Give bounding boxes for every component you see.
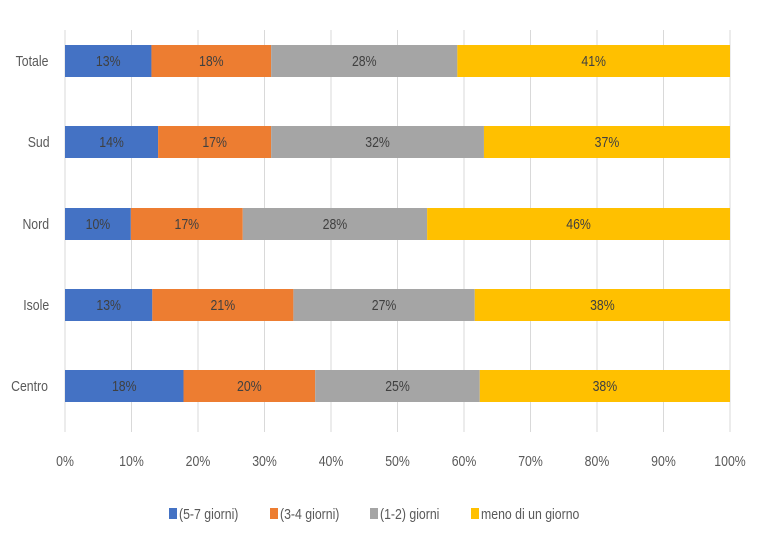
bar-segment xyxy=(483,126,730,158)
bar-segment xyxy=(293,289,475,321)
data-label: 28% xyxy=(352,53,377,69)
bar-segment xyxy=(65,208,131,240)
bar-segment xyxy=(271,45,458,77)
data-label: 38% xyxy=(590,297,615,313)
bar-segment xyxy=(152,289,294,321)
data-label: 37% xyxy=(595,134,620,150)
x-tick-label: 40% xyxy=(319,453,344,469)
data-label: 18% xyxy=(112,378,137,394)
x-tick-label: 90% xyxy=(651,453,676,469)
data-label: 13% xyxy=(96,53,121,69)
data-label: 13% xyxy=(96,297,121,313)
data-label: 25% xyxy=(385,378,410,394)
category-label: Isole xyxy=(23,297,49,313)
bar-segment xyxy=(151,45,272,77)
legend-label: meno di un giorno xyxy=(481,506,580,522)
data-label: 46% xyxy=(566,216,591,232)
bar-segment xyxy=(65,370,184,402)
x-tick-label: 50% xyxy=(385,453,410,469)
bar-segment xyxy=(242,208,428,240)
x-tick-label: 70% xyxy=(518,453,543,469)
x-tick-label: 100% xyxy=(714,453,745,469)
legend-swatch xyxy=(169,508,177,519)
data-label: 38% xyxy=(593,378,618,394)
data-label: 20% xyxy=(237,378,262,394)
data-label: 41% xyxy=(581,53,606,69)
bar-segment xyxy=(130,208,243,240)
data-label: 14% xyxy=(99,134,124,150)
bar-segment xyxy=(65,45,152,77)
data-label: 27% xyxy=(372,297,397,313)
data-label: 17% xyxy=(202,134,227,150)
legend-swatch xyxy=(270,508,278,519)
bar-segment xyxy=(315,370,480,402)
data-label: 28% xyxy=(323,216,348,232)
bar-segment xyxy=(158,126,272,158)
bar-segment xyxy=(457,45,730,77)
legend-label: (1-2) giorni xyxy=(380,506,439,522)
data-label: 21% xyxy=(211,297,236,313)
x-tick-label: 80% xyxy=(585,453,610,469)
category-label: Centro xyxy=(11,378,48,394)
x-tick-label: 30% xyxy=(252,453,277,469)
bar-segment xyxy=(427,208,730,240)
legend-label: (5-7 giorni) xyxy=(179,506,238,522)
legend-label: (3-4 giorni) xyxy=(280,506,339,522)
bar-segment xyxy=(183,370,316,402)
category-label: Nord xyxy=(22,216,49,232)
category-label: Totale xyxy=(16,53,49,69)
bar-segment xyxy=(271,126,484,158)
x-tick-label: 20% xyxy=(186,453,211,469)
data-label: 32% xyxy=(365,134,390,150)
bar-segment xyxy=(474,289,730,321)
legend-swatch xyxy=(370,508,378,519)
data-label: 10% xyxy=(86,216,111,232)
bar-segment xyxy=(479,370,730,402)
data-label: 17% xyxy=(175,216,200,232)
legend-swatch xyxy=(471,508,479,519)
x-tick-label: 60% xyxy=(452,453,477,469)
category-label: Sud xyxy=(28,134,50,150)
data-label: 18% xyxy=(199,53,224,69)
x-tick-label: 0% xyxy=(56,453,74,469)
x-tick-label: 10% xyxy=(119,453,144,469)
bar-segment xyxy=(65,126,159,158)
bar-segment xyxy=(65,289,153,321)
